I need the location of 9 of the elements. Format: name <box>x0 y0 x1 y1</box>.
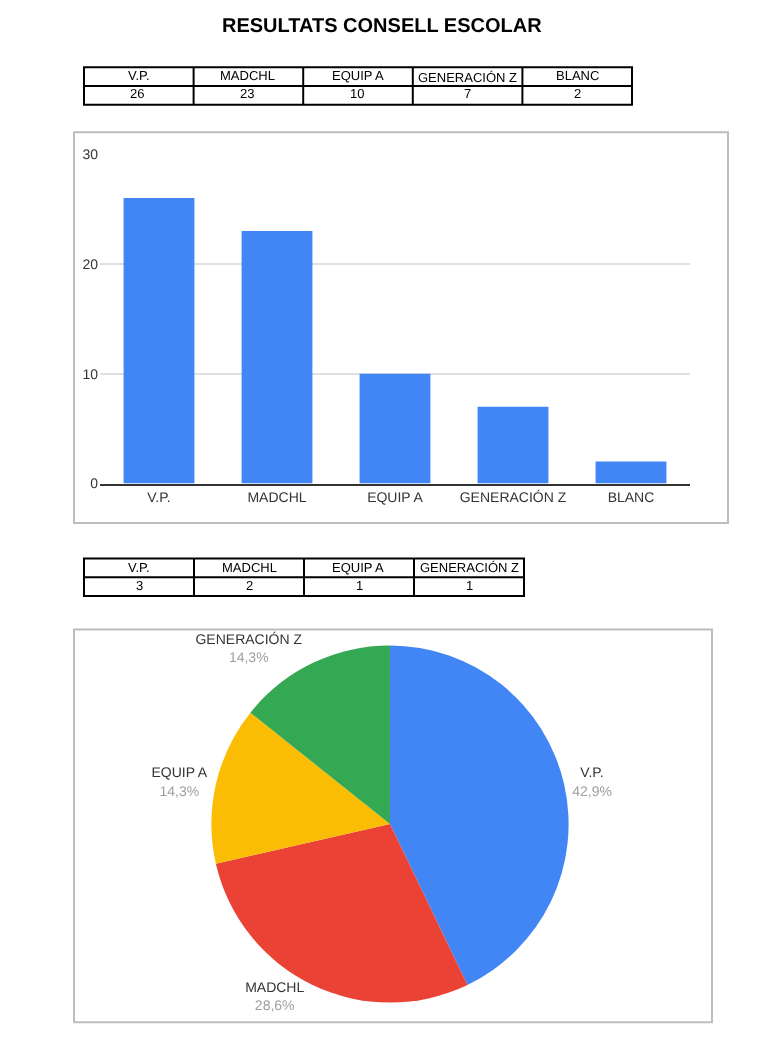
pie-slice <box>211 712 390 864</box>
bar <box>123 197 195 484</box>
pie-slice <box>390 645 569 985</box>
bar <box>595 461 667 484</box>
text: RESULTATS CONSELL ESCOLAR <box>222 16 544 38</box>
bar <box>359 373 431 484</box>
bar <box>477 406 549 484</box>
bar <box>241 230 313 484</box>
pie-slice <box>215 824 468 1003</box>
